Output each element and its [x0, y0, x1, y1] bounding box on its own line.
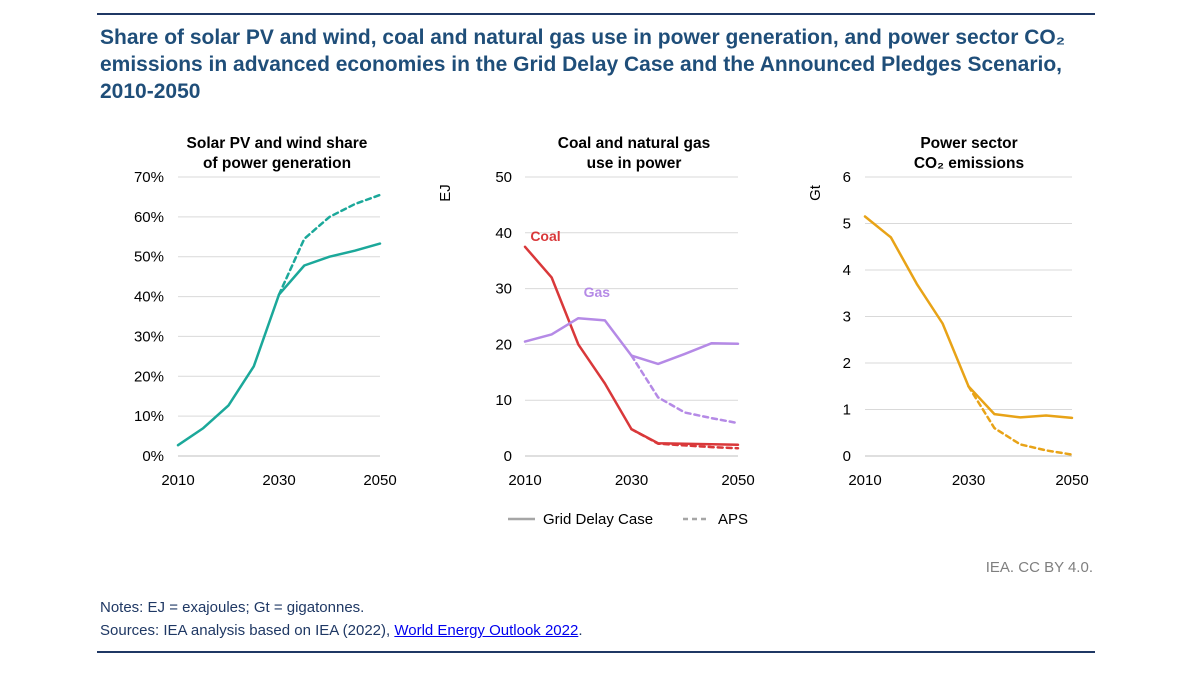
- series-annotation: Gas: [584, 284, 611, 300]
- legend: Grid Delay Case APS: [508, 511, 748, 528]
- series-line-aps: [630, 427, 740, 450]
- chart-title-line: CO₂ emissions: [914, 155, 1024, 172]
- y-tick-label: 50: [495, 169, 512, 186]
- x-tick-label: 2010: [161, 472, 194, 489]
- sources-prefix: Sources: IEA analysis based on IEA (2022…: [100, 622, 395, 639]
- series-line-aps: [967, 385, 1074, 456]
- x-tick-label: 2010: [508, 472, 541, 489]
- y-tick-label: 1: [843, 402, 851, 419]
- y-tick-label: 20%: [134, 368, 164, 385]
- sources-link[interactable]: World Energy Outlook 2022: [394, 622, 579, 639]
- chart-panel-1: Solar PV and wind share of power generati…: [134, 135, 397, 489]
- credit-text: IEA. CC BY 4.0.: [985, 559, 1093, 576]
- y-tick-label: 3: [843, 309, 851, 326]
- x-tick-label: 2030: [262, 472, 295, 489]
- sources-line: Sources: IEA analysis based on IEA (2022…: [100, 619, 583, 642]
- y-axis-label: Gt: [807, 184, 824, 201]
- x-tick-label: 2050: [363, 472, 396, 489]
- series-line-grid-delay: [176, 242, 382, 447]
- y-tick-label: 2: [843, 355, 851, 372]
- chart-panel-3: Power sector CO₂ emissions Gt 0 1 2 3 4 5 6 2010 20…: [807, 135, 1089, 489]
- top-rule: [97, 13, 1095, 15]
- chart-title-line: Coal and natural gas: [558, 135, 710, 152]
- chart-title-line: Solar PV and wind share: [187, 135, 368, 152]
- y-tick-label: 40%: [134, 289, 164, 306]
- figure-title: Share of solar PV and wind, coal and nat…: [100, 26, 1066, 103]
- series-annotation: Coal: [530, 228, 560, 244]
- series-line-aps: [630, 354, 740, 425]
- x-tick-label: 2030: [952, 472, 985, 489]
- x-tick-label: 2050: [1055, 472, 1088, 489]
- chart-title-line: use in power: [587, 155, 682, 172]
- y-tick-label: 5: [843, 216, 851, 233]
- notes-block: Notes: EJ = exajoules; Gt = gigatonnes. …: [100, 596, 583, 642]
- y-tick-label: 0: [843, 448, 851, 465]
- chart-title-line: of power generation: [203, 155, 351, 172]
- x-tick-label: 2030: [615, 472, 648, 489]
- y-tick-label: 4: [843, 262, 851, 279]
- y-axis-label: EJ: [437, 184, 454, 202]
- chart-title-line: Power sector: [920, 135, 1017, 152]
- series-line-aps: [277, 193, 382, 296]
- x-tick-label: 2010: [848, 472, 881, 489]
- y-tick-label: 20: [495, 336, 512, 353]
- y-tick-label: 30: [495, 281, 512, 298]
- y-tick-label: 6: [843, 169, 851, 186]
- sources-suffix: .: [578, 622, 583, 639]
- legend-dashed-label: APS: [718, 511, 748, 528]
- y-tick-label: 70%: [134, 169, 164, 186]
- y-tick-label: 30%: [134, 328, 164, 345]
- y-tick-label: 40: [495, 225, 512, 242]
- notes-line: Notes: EJ = exajoules; Gt = gigatonnes.: [100, 599, 365, 616]
- y-tick-label: 10%: [134, 408, 164, 425]
- y-tick-label: 50%: [134, 249, 164, 266]
- bottom-rule: [97, 651, 1095, 653]
- y-tick-label: 0: [504, 448, 512, 465]
- y-tick-label: 10: [495, 392, 512, 409]
- y-tick-label: 60%: [134, 209, 164, 226]
- y-tick-label: 0%: [142, 448, 164, 465]
- legend-solid-label: Grid Delay Case: [543, 511, 653, 528]
- x-tick-label: 2050: [721, 472, 754, 489]
